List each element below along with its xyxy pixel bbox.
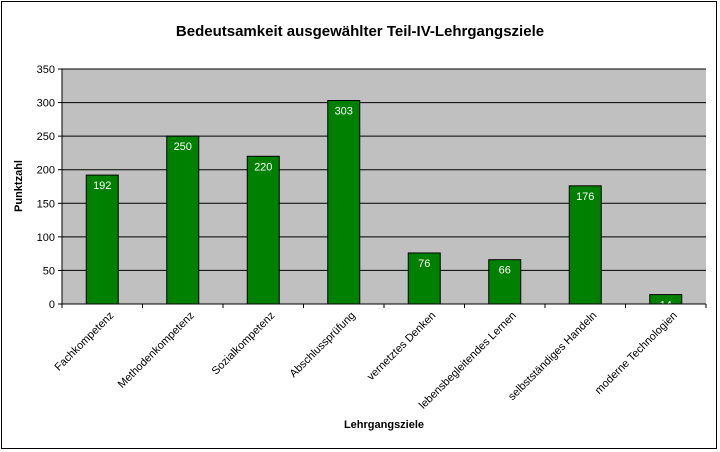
y-tick-label: 250 — [37, 131, 55, 143]
data-label: 250 — [174, 141, 192, 153]
y-tick-label: 100 — [37, 232, 55, 244]
data-labels: 192 250 220 303 76 66 176 14 — [93, 106, 672, 312]
bar — [407, 252, 441, 305]
x-tick-label: Fachkompetenz — [53, 310, 117, 374]
y-tick-label: 50 — [43, 265, 55, 277]
bar — [85, 174, 119, 305]
data-label: 303 — [335, 106, 353, 118]
bars — [85, 100, 683, 305]
bar — [246, 155, 280, 305]
y-tick-label: 350 — [37, 64, 55, 76]
x-tick-label: Methodenkompetenz — [116, 310, 197, 391]
x-tick-label: moderne Technologien — [593, 310, 680, 397]
plot-area — [62, 69, 706, 304]
y-tick-labels: 0 50 100 150 200 250 300 350 — [37, 64, 55, 311]
data-label: 76 — [418, 258, 430, 270]
data-label: 192 — [93, 180, 111, 192]
y-tick-label: 150 — [37, 198, 55, 210]
x-tick-label: lebensbegleitendes Lernen — [417, 310, 519, 412]
x-tick-label: Abschlussprüfung — [288, 310, 358, 380]
chart-title: Bedeutsamkeit ausgewählter Teil-IV-Lehrg… — [176, 23, 544, 40]
axes — [58, 68, 707, 308]
bar — [488, 259, 522, 305]
bar — [568, 185, 602, 305]
x-tick-label: vernetztes Denken — [365, 310, 438, 383]
x-tick-label: Sozialkompetenz — [210, 310, 278, 378]
y-axis-title: Punktzahl — [13, 160, 25, 212]
x-tick-label: selbstständiges Handeln — [506, 310, 599, 403]
x-axis-title: Lehrgangsziele — [344, 419, 424, 431]
data-label: 220 — [254, 161, 272, 173]
x-tick-labels: Fachkompetenz Methodenkompetenz Sozialkomp… — [53, 310, 680, 412]
data-label: 14 — [660, 300, 672, 312]
y-tick-label: 0 — [49, 299, 55, 311]
data-label: 176 — [576, 191, 594, 203]
y-tick-label: 200 — [37, 165, 55, 177]
bar — [327, 100, 361, 305]
bar — [166, 135, 200, 305]
y-tick-label: 300 — [37, 98, 55, 110]
data-label: 66 — [499, 265, 511, 277]
